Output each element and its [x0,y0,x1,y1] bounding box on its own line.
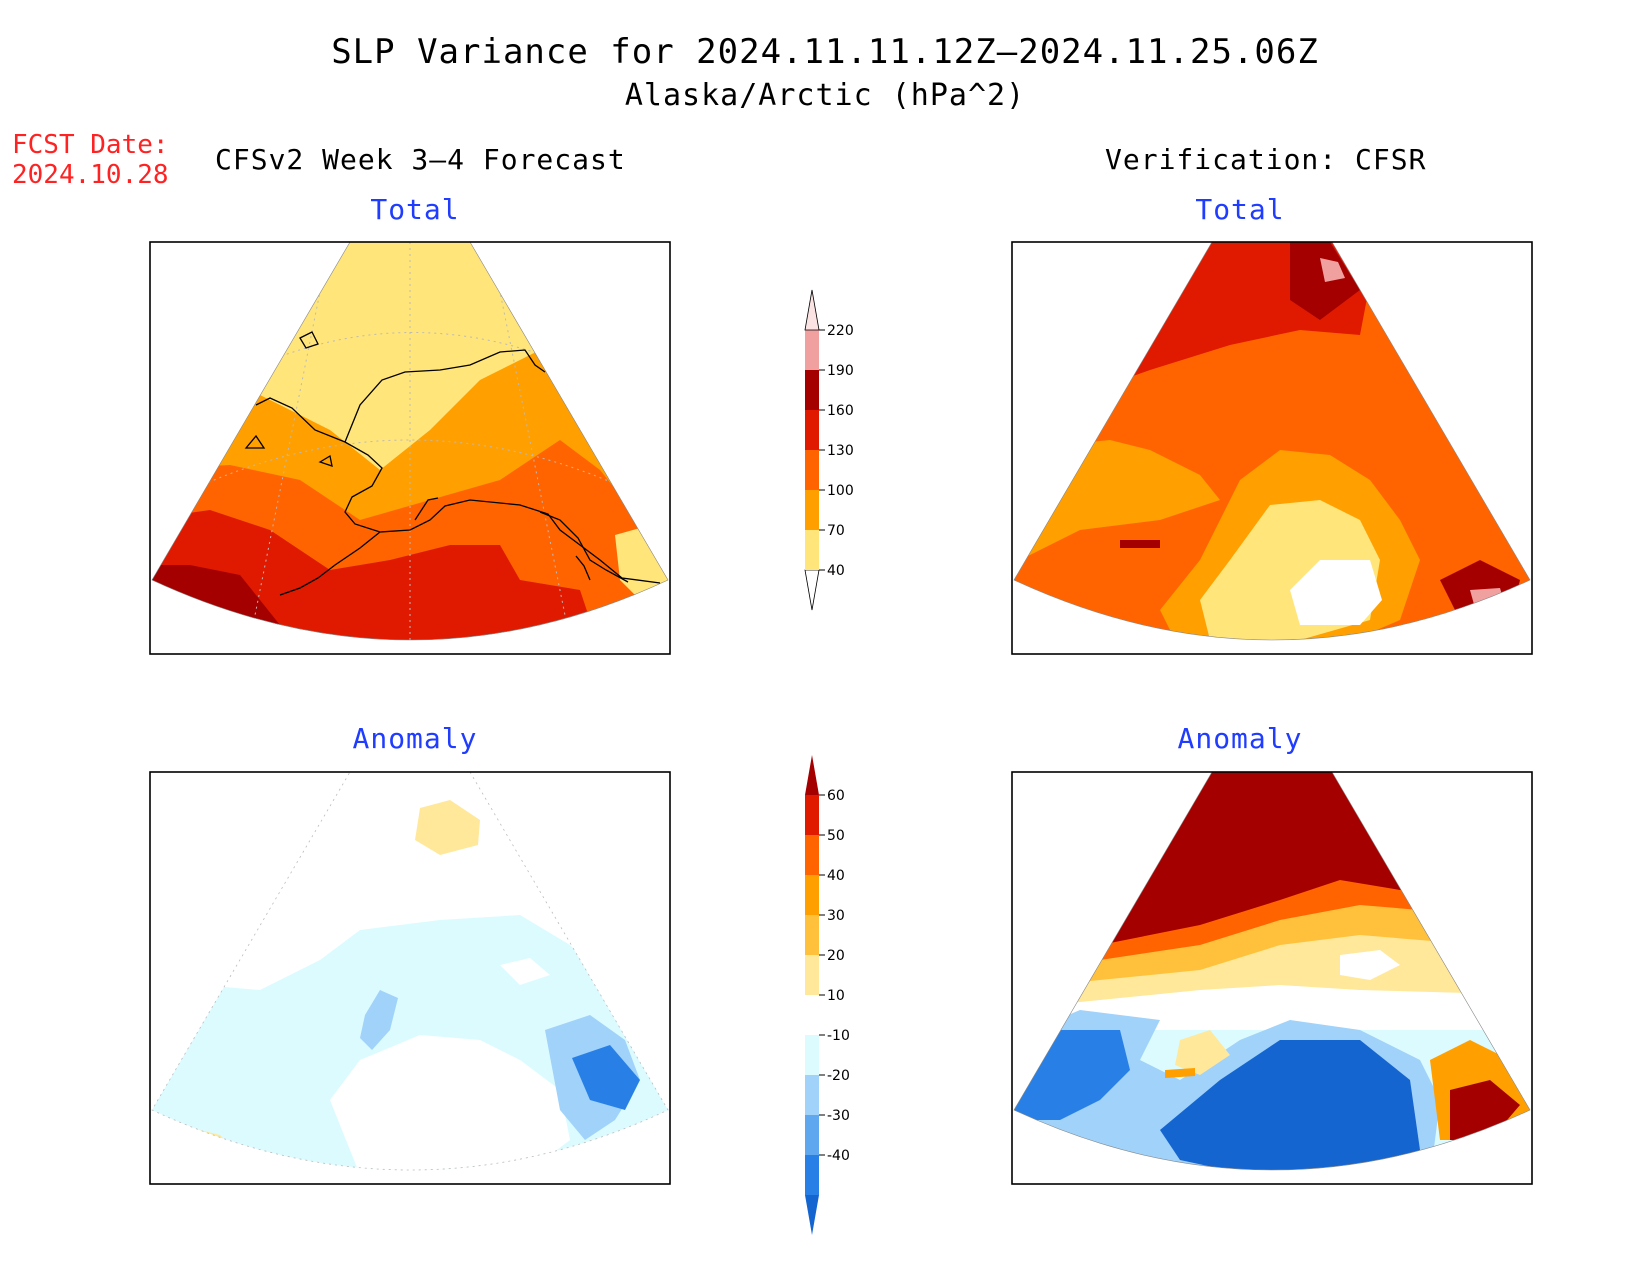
total-colorbar-segment [805,410,819,450]
anomaly-colorbar-tick-label: -20 [827,1068,850,1084]
anomaly-colorbar-tick-label: 40 [827,868,845,884]
anomaly-colorbar-lower-arrow [805,1195,819,1235]
fcst-date: 2024.10.28 [12,160,169,190]
anomaly-colorbar-tick-label: -10 [827,1028,850,1044]
anomaly-colorbar-segment [805,875,819,915]
anomaly-colorbar-segment [805,915,819,955]
anomaly-colorbar-upper-arrow [805,755,819,795]
total-colorbar-segment [805,530,819,570]
total-colorbar-tick-label: 70 [827,523,845,539]
total-colorbar-lower-arrow [804,569,820,611]
anomaly-colorbar-tick-label: 30 [827,908,845,924]
total-colorbar-tick-label: 160 [827,403,854,419]
chart-title: SLP Variance for 2024.11.11.12Z–2024.11.… [331,32,1319,72]
total-colorbar-tick-label: 40 [827,563,845,579]
anomaly-colorbar-tick-label: -30 [827,1108,850,1124]
anomaly-colorbar-tick-label: 60 [827,788,845,804]
verification-anomaly-map [1011,771,1533,1185]
verification-anomaly-title: Anomaly [1177,722,1303,755]
anomaly-colorbar-tick-label: 10 [827,988,845,1004]
anomaly-colorbar-segment [805,1115,819,1155]
anomaly-colorbar-segment [805,955,819,995]
anomaly-colorbar-tick-label: -40 [827,1148,850,1164]
forecast-anomaly-title: Anomaly [352,722,478,755]
total-colorbar-upper-arrow [804,289,820,331]
anomaly-colorbar-segment [805,835,819,875]
forecast-anomaly-map [149,771,671,1185]
verification-total-title: Total [1195,193,1285,226]
total-colorbar-segment [805,450,819,490]
verification-column-header: Verification: CFSR [1105,143,1427,176]
fcst-label: FCST Date: [12,130,169,160]
forecast-total-title: Total [370,193,460,226]
forecast-column-header: CFSv2 Week 3–4 Forecast [215,143,626,176]
anomaly-colorbar-tick-label: 20 [827,948,845,964]
total-colorbar-tick-label: 100 [827,483,854,499]
anomaly-colorbar-segment [805,1035,819,1075]
total-colorbar: 40 70 100 130 160 190 220 [804,289,854,611]
anomaly-colorbar-segment [805,995,819,1035]
anomaly-colorbar-segment [805,795,819,835]
chart-subtitle: Alaska/Arctic (hPa^2) [624,78,1026,113]
total-colorbar-tick-label: 190 [827,363,854,379]
anomaly-colorbar-segment [805,1155,819,1195]
anomaly-colorbar-tick-label: 50 [827,828,845,844]
anomaly-colorbar: 60 50 40 30 20 10 -10 -20 -30 -40 [805,755,850,1235]
total-colorbar-tick-label: 130 [827,443,854,459]
total-colorbar-segment [805,330,819,370]
forecast-total-map [149,241,671,655]
verification-total-map [1011,241,1533,655]
total-colorbar-segment [805,370,819,410]
total-colorbar-tick-label: 220 [827,323,854,339]
anomaly-colorbar-segment [805,1075,819,1115]
total-colorbar-segment [805,490,819,530]
